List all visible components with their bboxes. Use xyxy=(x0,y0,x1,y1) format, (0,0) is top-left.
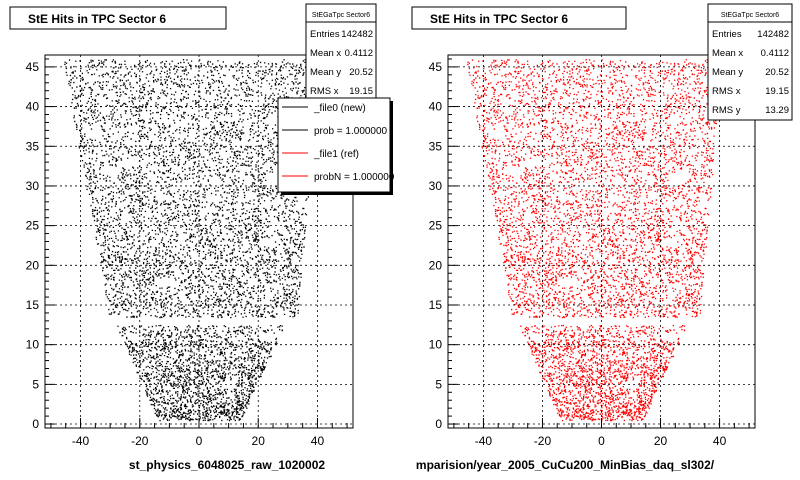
x-tick-label: 0 xyxy=(598,434,605,448)
y-tick-label: 10 xyxy=(429,338,443,352)
y-tick-label: 45 xyxy=(26,60,40,74)
y-tick-label: 45 xyxy=(429,60,443,74)
x-tick-label: -40 xyxy=(72,434,90,448)
legend: _file0 (new) prob = 1.000000 _file1 (ref) p… xyxy=(277,97,395,195)
y-tick-label: 5 xyxy=(435,377,442,391)
y-tick-label: 40 xyxy=(26,100,40,114)
x-tick-label: -40 xyxy=(475,434,493,448)
chart-panel-2: -40 -20 0 20 40 0 5 10 15 20 25 30 35 40 45 mparision/y… xyxy=(411,3,793,472)
stats-box: StEGaTpc Sector6 Entries 142482 Mean x 0.411… xyxy=(707,3,793,121)
chart-title: StE Hits in TPC Sector 6 xyxy=(430,12,568,26)
y-tick-label: 0 xyxy=(435,417,442,431)
x-tick-label: 40 xyxy=(311,434,325,448)
stats-value: 0.4112 xyxy=(761,48,789,59)
y-tick-label: 15 xyxy=(429,298,443,312)
chart-title: StE Hits in TPC Sector 6 xyxy=(28,12,166,26)
title-box xyxy=(411,6,627,30)
y-tick-label: 20 xyxy=(429,258,443,272)
stats-label: RMS x xyxy=(712,86,741,97)
stats-name: StEGaTpc Sector6 xyxy=(721,12,779,19)
stats-value: 19.15 xyxy=(349,86,373,97)
x-tick-label: 20 xyxy=(654,434,668,448)
stats-label: Mean x xyxy=(310,48,341,59)
legend-label: probN = 1.000000 xyxy=(314,172,395,183)
legend-label: prob = 1.000000 xyxy=(314,126,388,137)
legend-label: _file0 (new) xyxy=(313,103,366,114)
stats-value: 19.15 xyxy=(765,86,789,97)
y-tick-label: 35 xyxy=(26,139,40,153)
stats-name: StEGaTpc Sector6 xyxy=(312,12,370,19)
y-tick-label: 5 xyxy=(32,377,39,391)
y-tick-label: 40 xyxy=(429,100,443,114)
y-tick-label: 15 xyxy=(26,298,40,312)
stats-value: 13.29 xyxy=(765,105,789,116)
y-tick-label: 30 xyxy=(26,179,40,193)
stats-label: RMS x xyxy=(310,86,339,97)
y-tick-label: 35 xyxy=(429,139,443,153)
stats-label: Entries xyxy=(712,29,742,40)
axis-ticks xyxy=(448,58,750,428)
stats-value: 0.4112 xyxy=(345,48,373,59)
stats-value: 142482 xyxy=(757,29,789,40)
stats-label: RMS y xyxy=(712,105,741,116)
axis-ticks xyxy=(45,58,348,428)
x-tick-label: 40 xyxy=(713,434,727,448)
grid-lines xyxy=(448,55,755,428)
legend-label: _file1 (ref) xyxy=(313,149,359,160)
x-axis-label: st_physics_6048025_raw_1020002 xyxy=(129,458,325,472)
stats-value: 142482 xyxy=(341,29,373,40)
stats-frame xyxy=(707,3,793,121)
y-tick-label: 20 xyxy=(26,258,40,272)
x-tick-label: -20 xyxy=(131,434,149,448)
chart-panel-1: -40 -20 0 20 40 0 5 10 15 20 25 30 35 40 45 st_physics_… xyxy=(9,3,395,472)
x-tick-label: 20 xyxy=(252,434,266,448)
x-tick-label: -20 xyxy=(534,434,552,448)
title-box xyxy=(9,6,227,30)
y-tick-label: 30 xyxy=(429,179,443,193)
y-tick-label: 0 xyxy=(32,417,39,431)
y-tick-label: 25 xyxy=(26,219,40,233)
x-axis-label: mparision/year_2005_CuCu200_MinBias_daq_… xyxy=(416,458,715,472)
stats-value: 20.52 xyxy=(349,67,373,78)
y-tick-label: 10 xyxy=(26,338,40,352)
stats-label: Mean y xyxy=(310,67,341,78)
stats-label: Entries xyxy=(310,29,340,40)
y-tick-label: 25 xyxy=(429,219,443,233)
stats-label: Mean y xyxy=(712,67,743,78)
stats-frame xyxy=(305,3,377,103)
x-tick-label: 0 xyxy=(196,434,203,448)
stats-value: 20.52 xyxy=(765,67,789,78)
stats-label: Mean x xyxy=(712,48,743,59)
